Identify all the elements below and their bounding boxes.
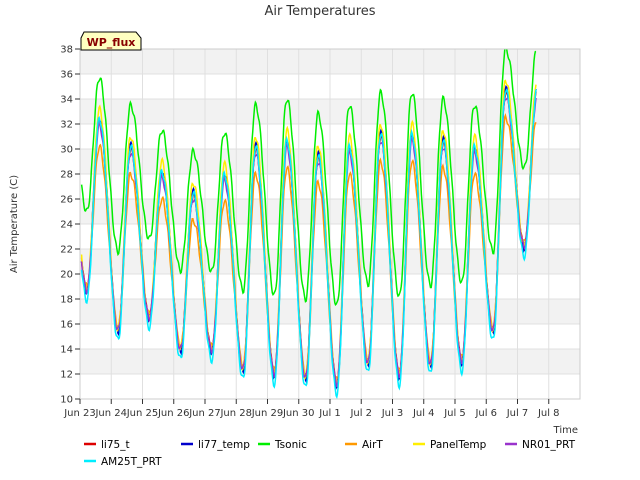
series-line-tsonic: [80, 49, 537, 306]
x-tick-label: Jul 8: [537, 408, 560, 419]
y-tick-label: 18: [60, 295, 73, 306]
plot-area: [80, 49, 537, 399]
x-tick-label: Jun 30: [282, 408, 315, 419]
x-tick-label: Jul 6: [474, 408, 497, 419]
x-tick-label: Jun 24: [94, 408, 127, 419]
x-tick-label: Jul 7: [506, 408, 529, 419]
x-tick-label: Jun 23: [63, 408, 96, 419]
x-tick-label: Jul 3: [381, 408, 404, 419]
y-tick-label: 14: [60, 345, 73, 356]
y-tick-label: 38: [60, 45, 73, 56]
x-tick-label: Jun 28: [219, 408, 252, 419]
y-tick-label: 32: [60, 120, 73, 131]
chart-title: Air Temperatures: [264, 4, 375, 19]
x-axis: Jun 23 Jun 24 Jun 25 Jun 26 Jun 27 Jun 28 Jun …: [63, 399, 560, 419]
y-tick-label: 16: [60, 320, 73, 331]
y-tick-label: 12: [60, 370, 73, 381]
x-axis-label: Time: [553, 425, 578, 436]
y-axis-label: Air Temperature (C): [9, 175, 20, 273]
badge-box: [80, 31, 142, 51]
y-tick-label: 30: [60, 145, 73, 156]
y-tick-label: 28: [60, 170, 73, 181]
legend-label-am25t-prt: AM25T_PRT: [101, 456, 162, 468]
x-tick-label: Jun 27: [188, 408, 221, 419]
legend-label-li77-temp: li77_temp: [198, 439, 250, 451]
y-tick-label: 34: [60, 95, 73, 106]
x-tick-label: Jul 5: [443, 408, 466, 419]
site-badge: WP_flux: [80, 31, 142, 51]
y-axis: 10 12 14 16 18 20 22 24 26 28 30 32 34 36 38: [60, 45, 80, 406]
legend-label-li75-t: li75_t: [101, 439, 130, 451]
series-line-am25t-prt: [80, 88, 537, 399]
x-tick-label: Jun 25: [126, 408, 159, 419]
y-tick-label: 22: [60, 245, 73, 256]
legend-label-tsonic: Tsonic: [274, 439, 307, 451]
x-tick-label: Jul 4: [412, 408, 435, 419]
x-tick-label: Jul 1: [318, 408, 341, 419]
y-tick-label: 20: [60, 270, 73, 281]
x-tick-label: Jun 26: [157, 408, 190, 419]
y-tick-label: 36: [60, 70, 73, 81]
legend-label-airt: AirT: [362, 439, 383, 451]
y-tick-label: 10: [60, 395, 73, 406]
badge-label: WP_flux: [87, 36, 136, 49]
legend: li75_t li77_temp Tsonic AirT PanelTemp NR01_P…: [84, 439, 576, 468]
y-tick-label: 26: [60, 195, 73, 206]
x-tick-label: Jul 2: [349, 408, 372, 419]
legend-label-paneltemp: PanelTemp: [430, 439, 487, 451]
x-tick-label: Jun 29: [251, 408, 284, 419]
legend-label-nr01-prt: NR01_PRT: [522, 439, 576, 451]
y-tick-label: 24: [60, 220, 73, 231]
